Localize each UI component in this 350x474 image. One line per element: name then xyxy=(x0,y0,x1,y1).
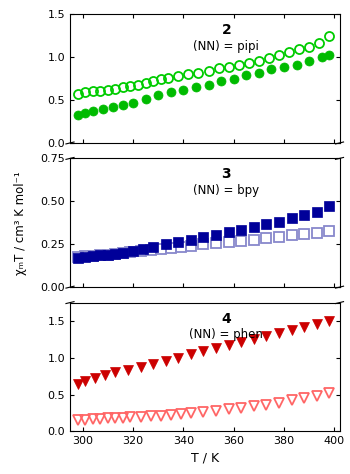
Text: 4: 4 xyxy=(222,311,231,326)
Text: (NN) = pipi: (NN) = pipi xyxy=(193,40,259,53)
Text: (NN) = bpy: (NN) = bpy xyxy=(193,184,259,197)
Text: χₘT / cm³ K mol⁻¹: χₘT / cm³ K mol⁻¹ xyxy=(14,171,28,274)
X-axis label: T / K: T / K xyxy=(191,452,219,465)
Text: (NN) = phen: (NN) = phen xyxy=(189,328,263,341)
Text: 3: 3 xyxy=(222,167,231,182)
Text: 2: 2 xyxy=(222,23,231,37)
